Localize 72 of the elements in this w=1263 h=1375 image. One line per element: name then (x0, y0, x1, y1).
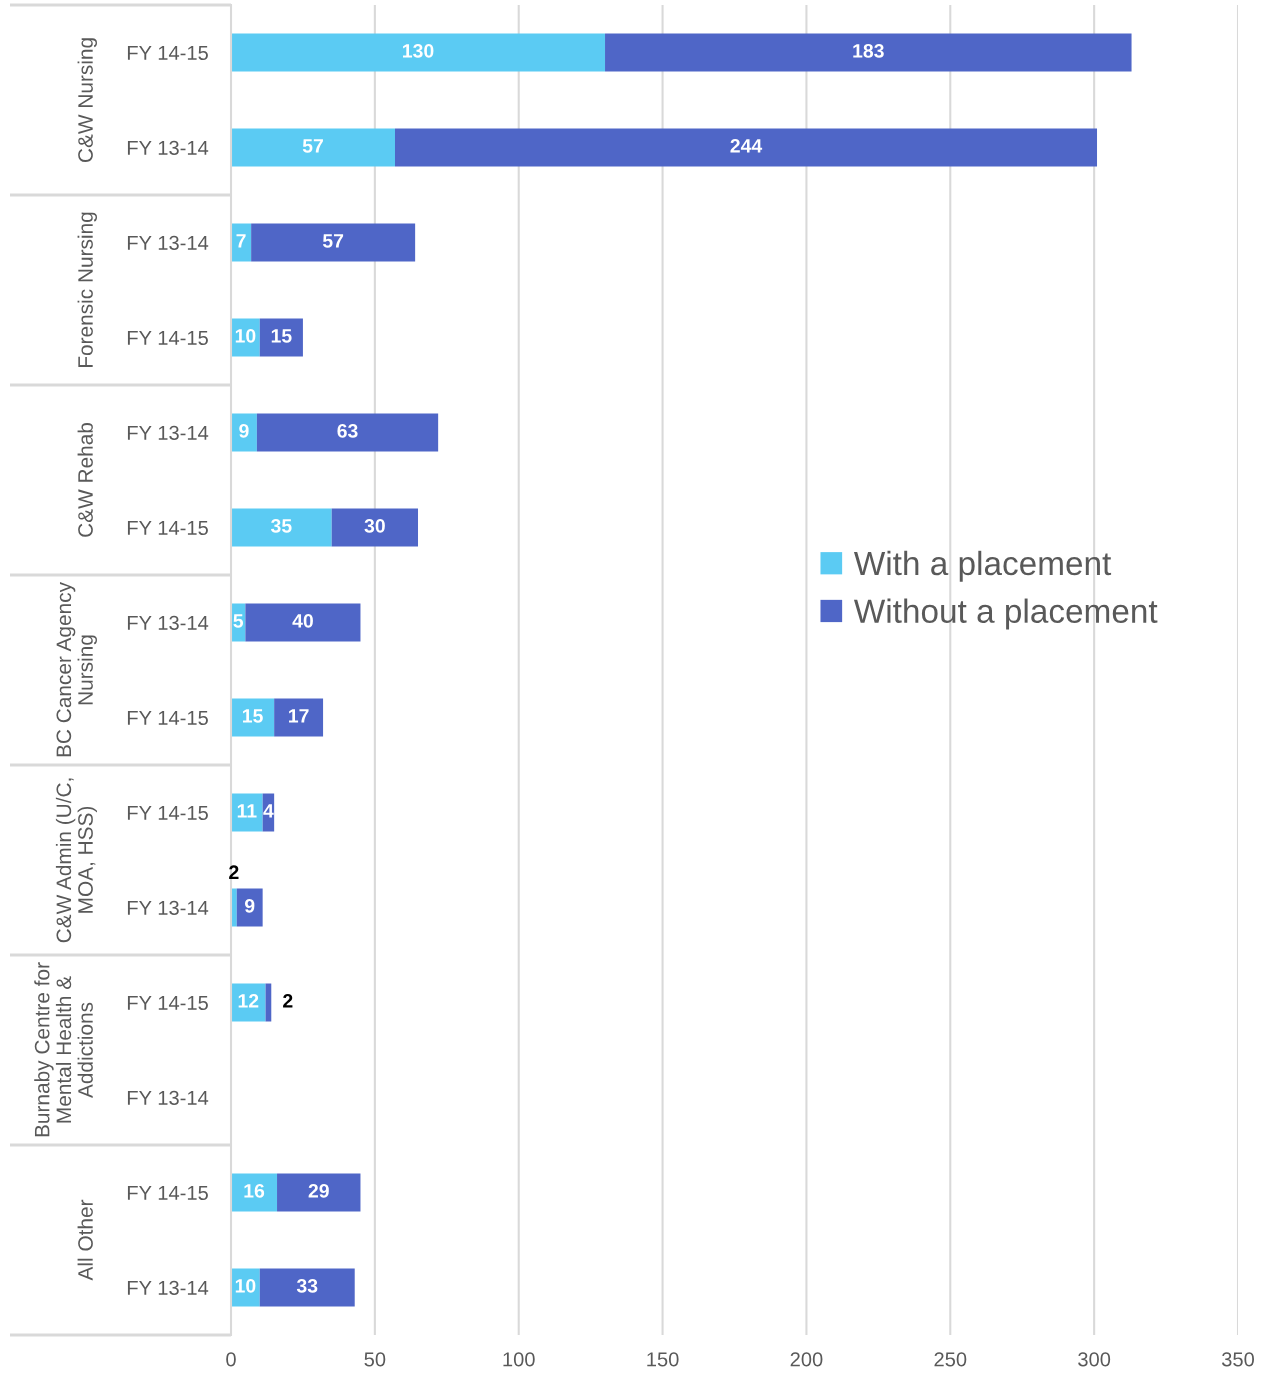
data-label: 11 (237, 804, 257, 818)
data-label: 10 (235, 328, 256, 343)
y-tick-label: FY 13-14 (127, 425, 209, 440)
y-tick-label: FY 14-15 (127, 1185, 208, 1200)
x-tick-label: 0 (226, 1352, 236, 1367)
bar (245, 603, 361, 642)
data-label: 16 (244, 1183, 265, 1198)
text: Burnaby Centre for Mental Health & Addictions (34, 962, 93, 1137)
bar (605, 33, 1132, 72)
data-label: 183 (853, 43, 884, 58)
bar (395, 128, 1098, 167)
bar (236, 888, 263, 927)
data-label: 10 (235, 1278, 256, 1293)
text: All Other (77, 1199, 93, 1281)
x-tick-label: 300 (1078, 1352, 1111, 1367)
y-tick-label: FY 13-14 (127, 1090, 209, 1105)
bar (231, 128, 395, 167)
text: C&W Nursing (77, 38, 97, 163)
y-tick-label: FY 13-14 (127, 235, 209, 250)
bar (256, 413, 439, 452)
text: C&W Admin (U/C, MOA, HSS) (55, 778, 97, 943)
data-label: 63 (337, 423, 358, 438)
bar (274, 698, 324, 737)
data-label: 2 (283, 993, 293, 1008)
bar (231, 508, 332, 547)
text: BC Cancer Agency Nursing (56, 582, 97, 757)
data-label: 15 (271, 329, 292, 343)
bar (277, 1173, 361, 1212)
y-tick-label: FY 14-15 (127, 330, 208, 345)
bar (231, 33, 606, 72)
y-tick-label: FY 13-14 (127, 615, 209, 630)
bar (231, 1173, 278, 1212)
data-label: 5 (233, 614, 244, 628)
data-label: 7 (236, 234, 246, 248)
x-tick-label: 100 (503, 1352, 535, 1367)
data-label: 17 (289, 709, 309, 723)
data-label: 40 (292, 613, 313, 628)
data-label: 29 (308, 1183, 329, 1198)
data-label: 244 (730, 138, 763, 153)
data-label: 57 (322, 234, 344, 248)
bar (231, 223, 252, 262)
data-label: 9 (244, 898, 255, 913)
y-tick-label: FY 14-15 (127, 995, 208, 1010)
x-tick-label: 150 (647, 1352, 679, 1367)
y-tick-label: FY 13-14 (127, 900, 209, 915)
data-label: 9 (239, 423, 249, 438)
data-label: 15 (242, 709, 263, 723)
x-tick-label: 50 (364, 1352, 386, 1367)
x-tick-label: 350 (1221, 1352, 1255, 1367)
y-tick-label: FY 14-15 (127, 520, 208, 535)
data-label: 4 (263, 804, 274, 818)
y-tick-label: FY 14-15 (127, 805, 208, 820)
data-label: 33 (296, 1278, 318, 1293)
y-tick-label: FY 13-14 (127, 1280, 209, 1295)
bar (259, 1268, 355, 1307)
data-label: 57 (302, 139, 323, 153)
data-label: 2 (229, 865, 239, 879)
y-tick-label: FY 14-15 (127, 45, 208, 60)
text: C&W Rehab (77, 422, 93, 537)
text: Forensic Nursing (77, 212, 97, 368)
legend-label: Without a placement (853, 598, 1158, 630)
y-tick-label: FY 14-15 (127, 710, 208, 725)
data-label: 35 (270, 518, 292, 533)
bar (331, 508, 419, 547)
data-label: 12 (238, 993, 259, 1008)
data-label: 30 (364, 518, 385, 533)
x-tick-label: 200 (790, 1352, 823, 1367)
data-label: 130 (403, 43, 434, 58)
y-tick-label: FY 13-14 (127, 140, 209, 155)
bar (251, 223, 416, 262)
x-tick-label: 250 (934, 1352, 967, 1367)
legend-label: With a placement (853, 550, 1112, 582)
